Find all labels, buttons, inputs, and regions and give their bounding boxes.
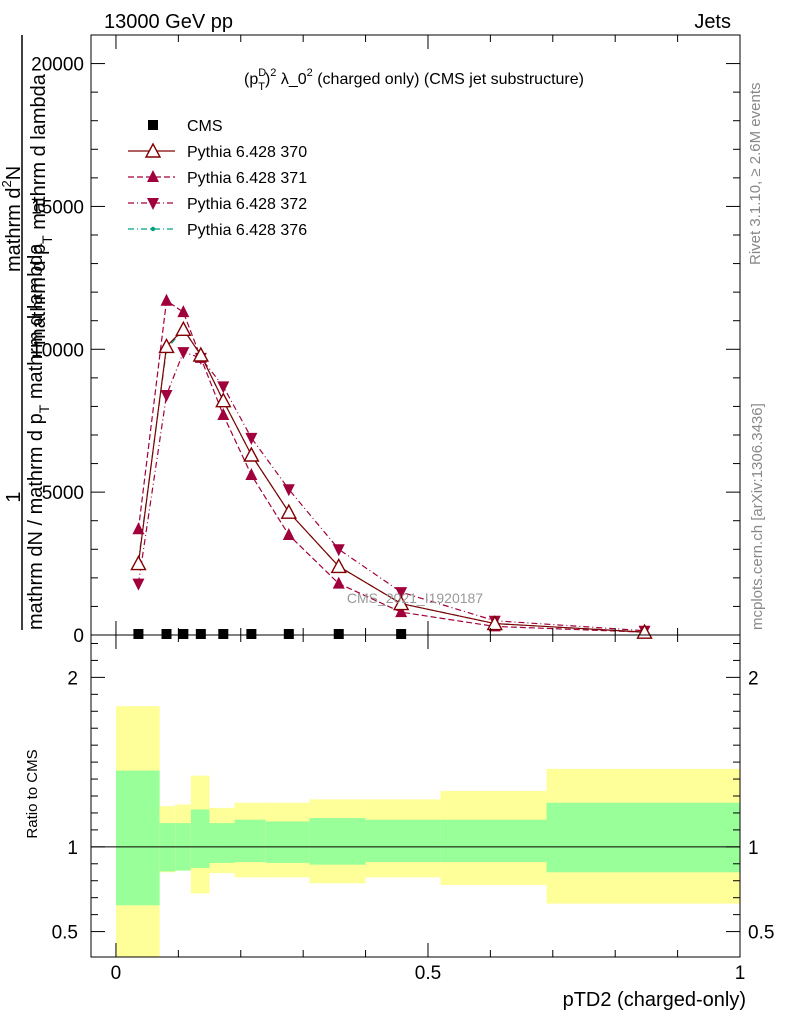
main-plot: CMS_2021_I1920187 0 5000 10000 15000 20000 (…: [0, 34, 741, 647]
data-point-marker: [332, 544, 345, 557]
data-point-marker: [396, 629, 407, 639]
data-point-marker: [130, 555, 147, 571]
ratio-ytick-label: 1: [67, 838, 78, 859]
data-point-marker: [246, 629, 257, 639]
legend-label: Pythia 6.428 370: [187, 144, 307, 161]
source-label: mcplots.cern.ch [arXiv:1306.3436]: [749, 403, 766, 630]
ratio-y-axis-label: Ratio to CMS: [24, 749, 41, 838]
header-category: Jets: [694, 11, 731, 33]
data-point-marker: [177, 347, 190, 360]
ylabel-denominator: mathrm dN / mathrm d pT mathrm d lambda: [25, 243, 52, 630]
ratio-ytick-label: 0.5: [52, 923, 78, 944]
data-point-marker: [160, 390, 173, 402]
ratio-bands-layer: [115, 706, 740, 957]
data-point-marker: [245, 432, 258, 445]
main-ytick-label: 15000: [31, 197, 84, 218]
legend-label: CMS: [187, 118, 223, 135]
main-x-ticks: [115, 35, 741, 635]
data-point-marker: [215, 392, 232, 408]
data-point-marker: [192, 346, 210, 362]
data-point-marker: [395, 587, 408, 600]
ylabel-numerator: 1: [3, 491, 25, 502]
main-y-axis: 0 5000 10000 15000 20000: [31, 34, 740, 647]
data-point-marker: [195, 629, 206, 639]
data-point-marker: [147, 198, 159, 210]
legend-entry: Pythia 6.428 371: [128, 170, 307, 187]
data-point-marker: [177, 305, 190, 318]
data-point-marker: [280, 503, 297, 519]
ratio-x-axis: 0 0.5 1: [111, 635, 746, 984]
legend-entry: Pythia 6.428 376: [128, 222, 307, 239]
ratio-band-green: [309, 818, 366, 865]
ratio-band-green: [365, 819, 441, 863]
data-point-marker: [333, 629, 344, 639]
main-ytick-label: 20000: [31, 55, 84, 76]
ratio-band-green: [265, 821, 310, 863]
data-point-marker: [392, 595, 410, 611]
main-ytick-label: 5000: [42, 483, 84, 504]
ratio-band-green: [234, 819, 266, 863]
data-point-marker: [158, 337, 175, 354]
legend: CMS Pythia 6.428 370 Pythia 6.428 371 Pythi…: [128, 118, 307, 239]
data-point-marker: [282, 484, 295, 497]
data-point-marker: [160, 293, 173, 306]
data-point-marker: [395, 605, 408, 618]
data-point-marker: [150, 226, 156, 232]
main-ytick-label: 10000: [31, 340, 84, 361]
ratio-y-axis: 0.5 0.5 1 1 2 2: [52, 642, 774, 944]
ylabel-side-numerator: mathrm d2N: [0, 166, 25, 272]
data-point-marker: [147, 170, 159, 182]
data-point-marker: [144, 142, 162, 158]
legend-label: Pythia 6.428 372: [187, 196, 307, 213]
ratio-plot: 0.5 0.51 12 2 0 0.5 1 Ratio to CMS pTD2 (char…: [24, 634, 774, 1011]
legend-label: Pythia 6.428 371: [187, 170, 307, 187]
ratio-band-green: [546, 802, 740, 873]
data-point-marker: [217, 408, 230, 420]
main-y-axis-label: 1 mathrm dN / mathrm d pT mathrm d lambd…: [0, 35, 55, 630]
ratio-ytick-label: 2: [67, 668, 78, 689]
data-point-marker: [218, 629, 229, 639]
data-point-marker: [161, 629, 172, 639]
data-point-marker: [175, 320, 192, 336]
data-point-marker: [282, 528, 295, 540]
main-series-layer: [130, 293, 653, 639]
data-point-marker: [486, 615, 503, 631]
rivet-label: Rivet 3.1.10, ≥ 2.6M events: [747, 83, 764, 266]
legend-entry: CMS: [148, 118, 223, 135]
xtick-label: 0.5: [415, 963, 441, 984]
series-line: [137, 299, 645, 633]
data-point-marker: [178, 629, 189, 639]
xtick-label: 0: [111, 963, 122, 984]
data-point-marker: [148, 120, 158, 130]
data-point-marker: [245, 468, 258, 480]
data-point-marker: [132, 522, 145, 535]
data-point-marker: [283, 629, 294, 639]
legend-label: Pythia 6.428 376: [187, 222, 307, 239]
ratio-ytick-label-right: 0.5: [748, 923, 774, 944]
main-ytick-label: 0: [73, 626, 84, 647]
main-title: (pD T)2 λ_02 (charged only) (CMS jet subs…: [244, 67, 584, 93]
data-point-marker: [243, 446, 260, 462]
data-point-marker: [332, 576, 345, 589]
legend-entry: Pythia 6.428 372: [128, 196, 307, 213]
ratio-band-green: [190, 809, 210, 869]
ratio-band-green: [209, 823, 235, 863]
xtick-label: 1: [735, 963, 746, 984]
data-point-marker: [330, 557, 347, 574]
ratio-band-green: [440, 819, 547, 863]
ratio-ytick-label-right: 2: [748, 668, 759, 689]
header-energy: 13000 GeV pp: [104, 11, 233, 33]
data-point-marker: [132, 578, 145, 591]
ratio-band-green: [115, 770, 160, 906]
data-point-marker: [133, 629, 144, 639]
x-axis-label: pTD2 (charged-only): [563, 989, 746, 1011]
ylabel-side-denominator: mathrm d pT mathrm d lambda: [28, 73, 55, 345]
watermark-label: CMS_2021_I1920187: [347, 590, 483, 606]
series-line: [137, 351, 645, 632]
data-point-marker: [217, 381, 230, 394]
ratio-ytick-label-right: 1: [748, 838, 759, 859]
legend-entry: Pythia 6.428 370: [128, 142, 307, 161]
